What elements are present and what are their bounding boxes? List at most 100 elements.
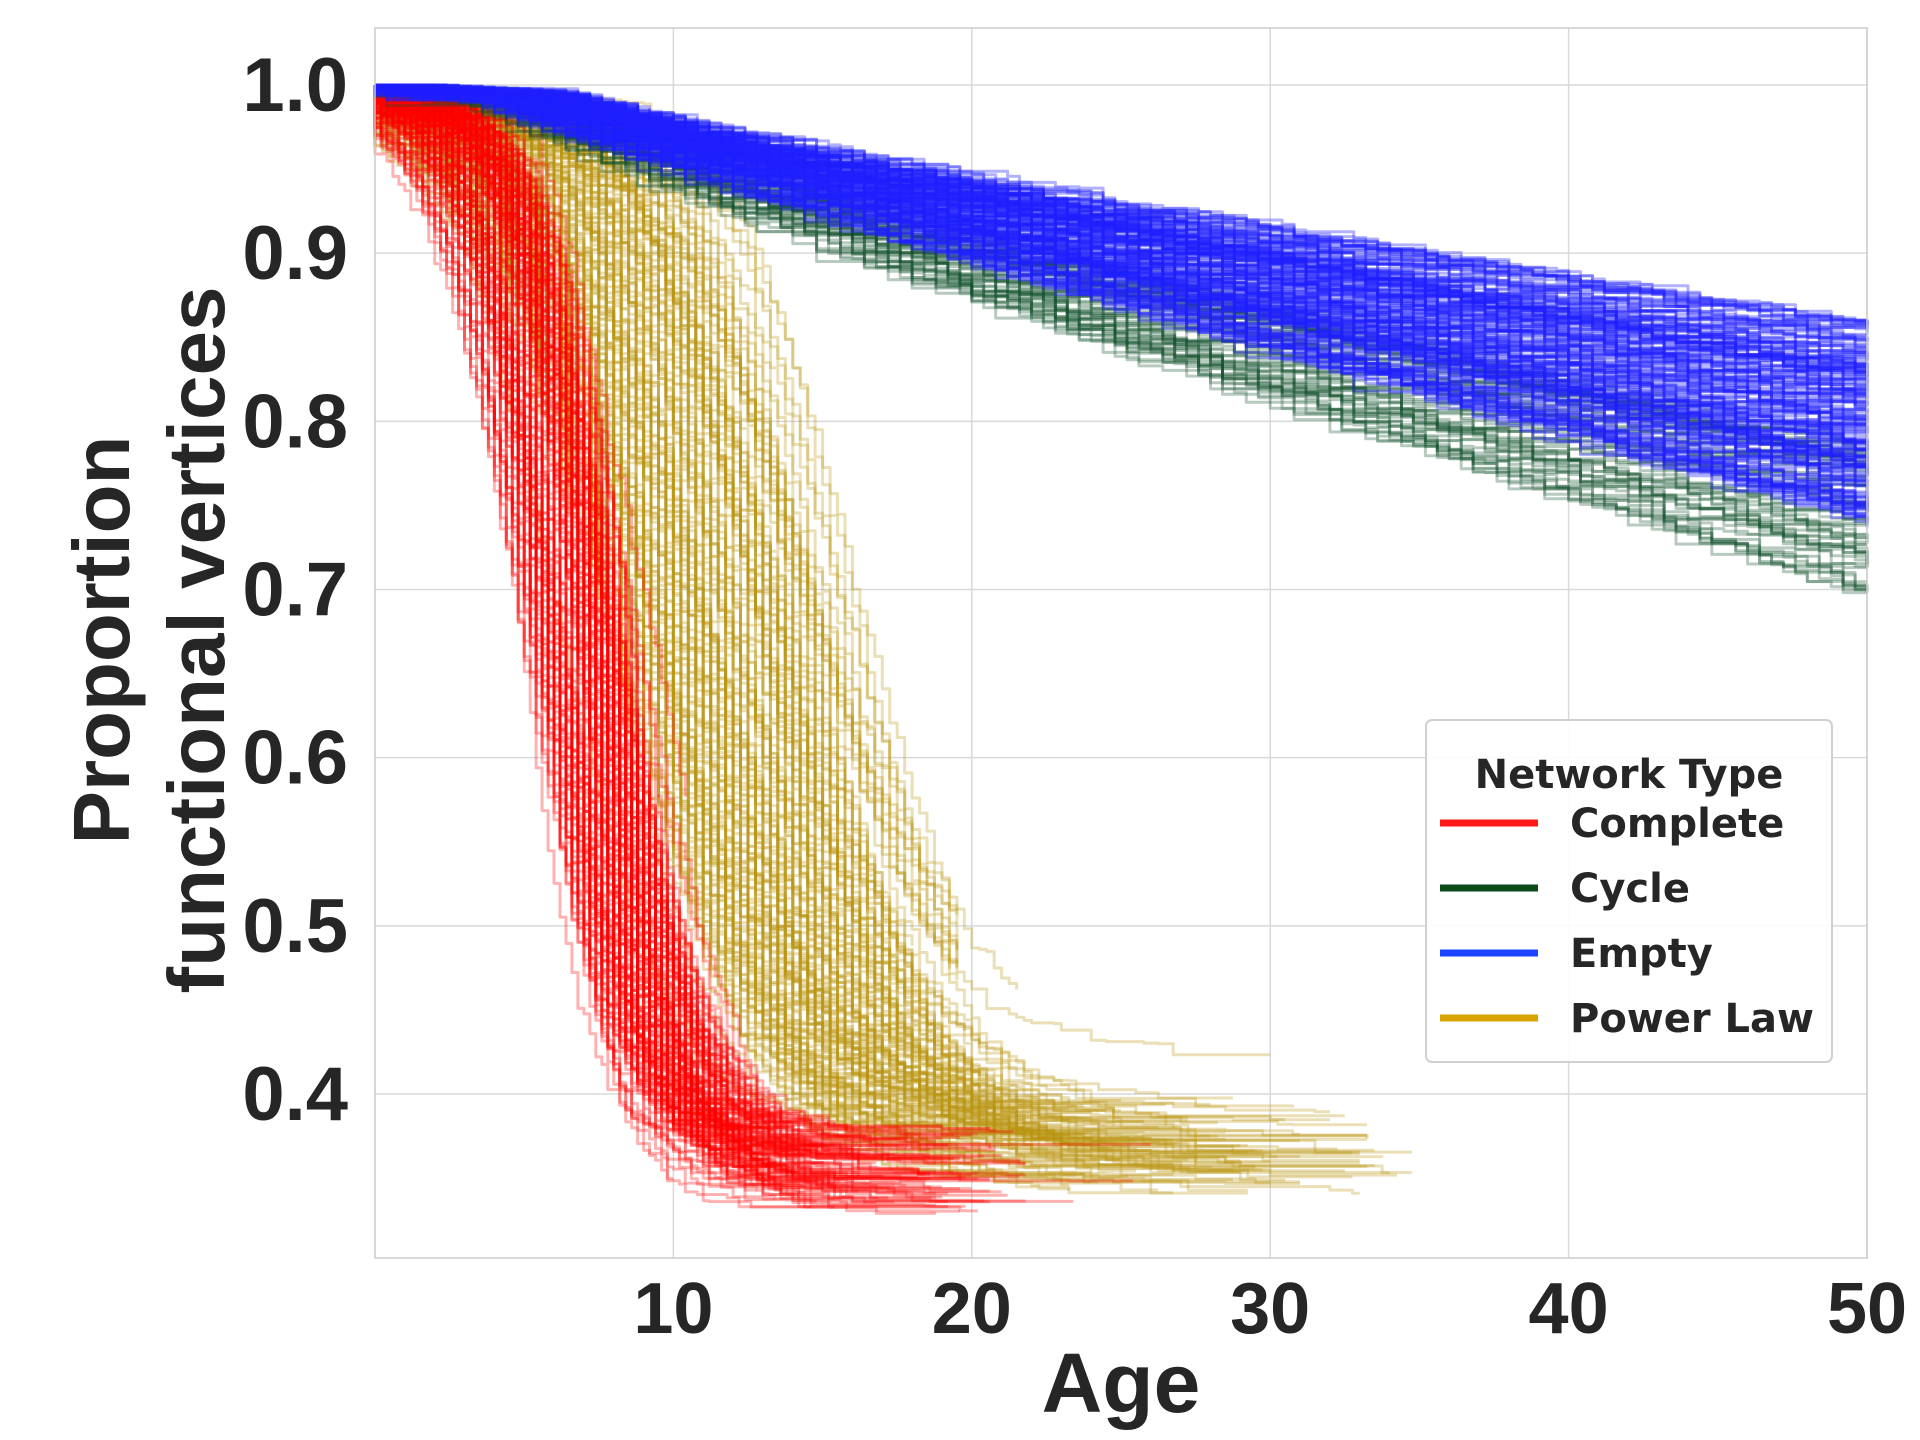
power-law-trajectory <box>373 85 1107 1113</box>
empty-trajectory <box>373 85 1867 374</box>
complete-trajectory <box>373 85 705 1108</box>
empty-trajectory <box>375 83 1867 507</box>
power-law-trajectory <box>373 85 1360 1154</box>
power-law-trajectory <box>373 85 1077 1177</box>
cycle-trajectory <box>375 83 1869 568</box>
complete-trajectory <box>373 85 757 1192</box>
power-law-trajectory <box>373 85 905 1143</box>
power-law-trajectory <box>373 85 1174 1195</box>
empty-trajectory <box>375 83 1867 370</box>
cycle-trajectory <box>375 83 1869 544</box>
power-law-trajectory <box>373 85 839 1067</box>
y-tick-label: 0.9 <box>242 211 348 296</box>
empty-trajectory <box>375 83 1867 355</box>
complete-trajectory <box>375 83 686 1000</box>
power-law-trajectory <box>375 83 892 1036</box>
empty-trajectory <box>375 83 1867 511</box>
cycle-trajectory <box>373 85 1869 564</box>
complete-trajectory <box>373 85 948 1147</box>
power-law-trajectory <box>373 85 883 1131</box>
power-law-trajectory <box>375 83 959 969</box>
power-law-trajectory <box>373 85 1248 1195</box>
cycle-trajectory <box>373 85 1869 455</box>
complete-trajectory <box>373 85 729 1108</box>
complete-trajectory <box>373 85 925 1176</box>
complete-trajectory <box>375 83 925 1186</box>
power-law-trajectory <box>375 83 942 1096</box>
power-law-trajectory <box>373 85 853 1081</box>
empty-trajectory <box>373 85 1867 399</box>
power-law-trajectory <box>373 84 1062 1160</box>
complete-trajectory <box>373 85 960 1160</box>
power-law-trajectory <box>373 85 972 1093</box>
empty-trajectory <box>375 83 1867 487</box>
empty-trajectory <box>373 84 1867 498</box>
complete-trajectory <box>373 85 663 1139</box>
cycle-trajectory <box>375 83 1867 455</box>
cycle-trajectory <box>373 85 1869 593</box>
empty-trajectory <box>373 84 1869 399</box>
complete-trajectory <box>373 85 996 1152</box>
power-law-trajectory <box>373 85 825 1028</box>
cycle-trajectory <box>375 83 1867 546</box>
empty-trajectory <box>375 83 1869 458</box>
power-law-trajectory <box>373 85 972 1134</box>
complete-trajectory <box>373 85 771 1138</box>
empty-trajectory <box>373 85 1867 498</box>
complete-trajectory <box>373 85 651 896</box>
power-law-trajectory <box>373 85 1384 1159</box>
empty-trajectory <box>375 83 1869 413</box>
empty-trajectory <box>373 83 1869 369</box>
cycle-trajectory <box>373 85 1869 512</box>
legend-label: Complete <box>1570 801 1784 847</box>
complete-trajectory <box>373 85 1002 1194</box>
complete-trajectory <box>373 85 745 1142</box>
power-law-trajectory <box>373 85 914 946</box>
x-tick-label: 40 <box>1529 1269 1609 1349</box>
complete-trajectory <box>373 84 859 1179</box>
complete-trajectory <box>373 85 842 1158</box>
cycle-trajectory <box>375 83 1867 525</box>
complete-trajectory <box>373 85 775 1180</box>
power-law-trajectory <box>373 85 1369 1139</box>
power-law-trajectory <box>373 85 1360 1165</box>
complete-trajectory <box>373 85 817 1203</box>
power-law-trajectory <box>373 85 996 1121</box>
power-law-trajectory <box>373 85 1115 1126</box>
cycle-trajectory <box>375 83 1869 514</box>
cycle-trajectory <box>375 83 1869 539</box>
empty-trajectory <box>375 83 1869 367</box>
power-law-trajectory <box>373 85 1069 1111</box>
legend-label: Empty <box>1570 931 1713 977</box>
complete-trajectory <box>373 85 811 1209</box>
power-law-trajectory <box>373 85 1241 1174</box>
complete-trajectory <box>373 85 992 1149</box>
empty-trajectory <box>373 85 1867 381</box>
complete-trajectory <box>373 85 948 1203</box>
empty-trajectory <box>375 83 1869 455</box>
power-law-trajectory <box>373 85 1271 1185</box>
power-law-trajectory <box>373 85 1248 1147</box>
complete-trajectory <box>373 85 716 1076</box>
complete-trajectory <box>373 84 616 674</box>
power-law-trajectory <box>373 85 883 1118</box>
cycle-trajectory <box>375 83 1867 540</box>
cycle-trajectory <box>375 83 1867 592</box>
complete-trajectory <box>373 85 865 1140</box>
power-law-trajectory <box>375 83 1300 1136</box>
empty-trajectory <box>373 85 1867 426</box>
complete-trajectory <box>373 85 936 1195</box>
empty-trajectory <box>375 83 1869 405</box>
complete-trajectory <box>373 85 616 979</box>
complete-trajectory <box>375 83 799 1152</box>
power-law-trajectory <box>373 85 1024 1129</box>
complete-trajectory <box>375 83 978 1213</box>
power-law-trajectory <box>373 83 1019 990</box>
y-tick-label: 0.7 <box>242 548 348 633</box>
empty-trajectory <box>373 84 1867 434</box>
complete-trajectory <box>373 85 751 1151</box>
power-law-trajectory <box>373 85 1360 1162</box>
empty-trajectory <box>375 83 1869 483</box>
complete-trajectory <box>375 83 729 1089</box>
cycle-trajectory <box>373 85 1869 523</box>
